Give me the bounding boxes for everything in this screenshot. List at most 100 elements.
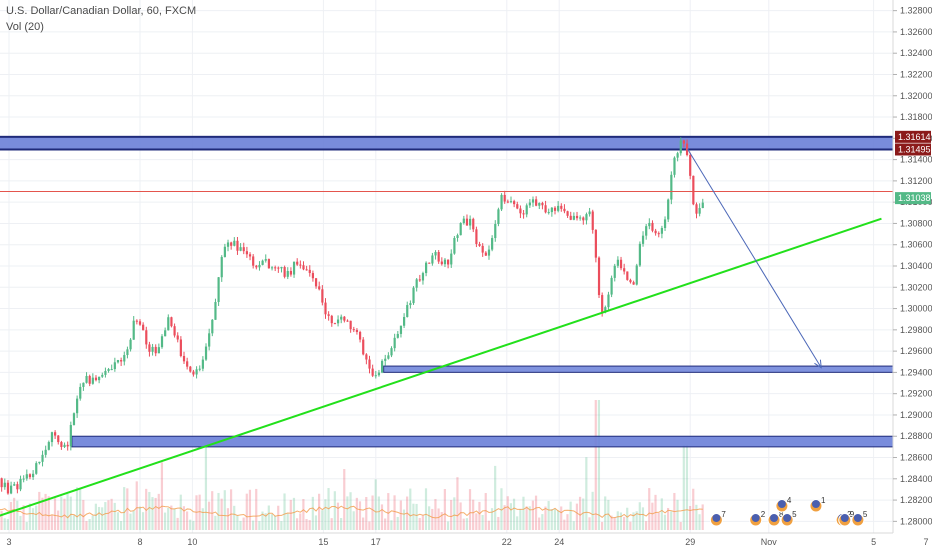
candle-body xyxy=(409,303,412,306)
volume-bar xyxy=(478,501,481,530)
candle-body xyxy=(154,346,157,354)
candle-body xyxy=(201,359,204,369)
event-flag-inner xyxy=(811,500,820,508)
candle xyxy=(233,237,236,247)
volume-bar xyxy=(192,520,195,530)
candle-body xyxy=(657,233,660,235)
candle xyxy=(242,242,245,255)
candle xyxy=(283,265,286,279)
volume-bar xyxy=(88,519,91,530)
event-marker[interactable]: 2 xyxy=(749,510,766,527)
candle-body xyxy=(362,339,365,355)
event-flag-inner xyxy=(853,514,862,522)
candle-body xyxy=(258,264,261,268)
candle-body xyxy=(513,201,516,205)
candle xyxy=(173,323,176,338)
event-marker[interactable]: 5 xyxy=(780,510,797,527)
candle-body xyxy=(349,320,352,330)
candle-body xyxy=(591,211,594,230)
candle-body xyxy=(167,317,170,331)
x-tick-label: 22 xyxy=(502,537,512,547)
candle xyxy=(214,298,217,320)
volume-bar xyxy=(242,517,245,530)
event-marker[interactable]: 4 xyxy=(775,496,792,513)
support-zone-low[interactable] xyxy=(71,435,932,448)
candle-body xyxy=(685,143,689,155)
volume-bar xyxy=(185,511,189,530)
volume-bar xyxy=(544,506,547,530)
volume-bar xyxy=(393,495,396,530)
volume-bar xyxy=(9,501,13,530)
candle xyxy=(101,372,104,378)
candle-body xyxy=(635,265,638,285)
volume-indicator-label[interactable]: Vol (20) xyxy=(6,21,44,33)
candle xyxy=(393,333,396,352)
candle-body xyxy=(566,211,569,216)
candle-body xyxy=(380,360,384,373)
event-marker[interactable]: 9 xyxy=(838,510,855,527)
candle xyxy=(16,481,19,494)
candle-body xyxy=(676,153,679,158)
candle-body xyxy=(509,201,513,203)
candle-body xyxy=(390,348,393,356)
candle-body xyxy=(682,140,686,144)
candle xyxy=(91,373,94,385)
event-marker[interactable]: 7 xyxy=(709,510,726,527)
candle xyxy=(98,376,101,384)
candle-body xyxy=(305,269,308,271)
candle xyxy=(116,359,120,364)
candle xyxy=(648,218,651,230)
candle xyxy=(123,351,126,366)
candle xyxy=(314,277,318,289)
candle-body xyxy=(60,442,63,447)
candle xyxy=(57,435,60,445)
event-marker[interactable]: 8 xyxy=(767,510,784,527)
candle-body xyxy=(132,320,135,340)
candle xyxy=(371,364,374,378)
candle-body xyxy=(491,238,494,250)
volume-bar xyxy=(69,496,72,530)
volume-bar xyxy=(236,515,239,530)
candles xyxy=(0,137,704,495)
volume-bar xyxy=(563,519,566,530)
volume-bar xyxy=(402,509,406,530)
candle xyxy=(494,220,497,242)
candle-body xyxy=(66,444,69,447)
candle-body xyxy=(223,246,226,257)
candle xyxy=(318,281,321,291)
candle xyxy=(226,239,230,252)
candle-body xyxy=(478,244,481,246)
candle xyxy=(585,212,588,225)
candle-body xyxy=(352,329,355,331)
trendline[interactable] xyxy=(0,217,882,522)
candle-body xyxy=(484,252,487,256)
candle-body xyxy=(365,354,368,360)
resistance-zone[interactable] xyxy=(0,135,932,151)
candle-body xyxy=(270,267,274,269)
volume-bar xyxy=(472,499,475,530)
event-marker[interactable]: 1 xyxy=(809,496,826,513)
volume-bar xyxy=(110,498,113,530)
volume-bar xyxy=(75,487,79,530)
candle xyxy=(208,328,211,351)
candle xyxy=(286,267,289,280)
volume-bar xyxy=(229,489,233,530)
candle xyxy=(619,256,623,271)
candle xyxy=(110,364,113,371)
candle-body xyxy=(277,267,280,269)
projection-arrow-line[interactable] xyxy=(687,148,822,368)
annotation-lines[interactable] xyxy=(0,148,895,522)
event-marker[interactable]: 5 xyxy=(851,510,868,527)
candle xyxy=(327,311,330,321)
support-zone-mid[interactable] xyxy=(383,365,894,373)
candle-body xyxy=(164,330,167,337)
event-count: 2 xyxy=(761,510,766,519)
candle xyxy=(478,241,481,247)
volume-bar xyxy=(657,512,660,530)
candle-body xyxy=(9,485,13,494)
candle xyxy=(695,202,698,219)
